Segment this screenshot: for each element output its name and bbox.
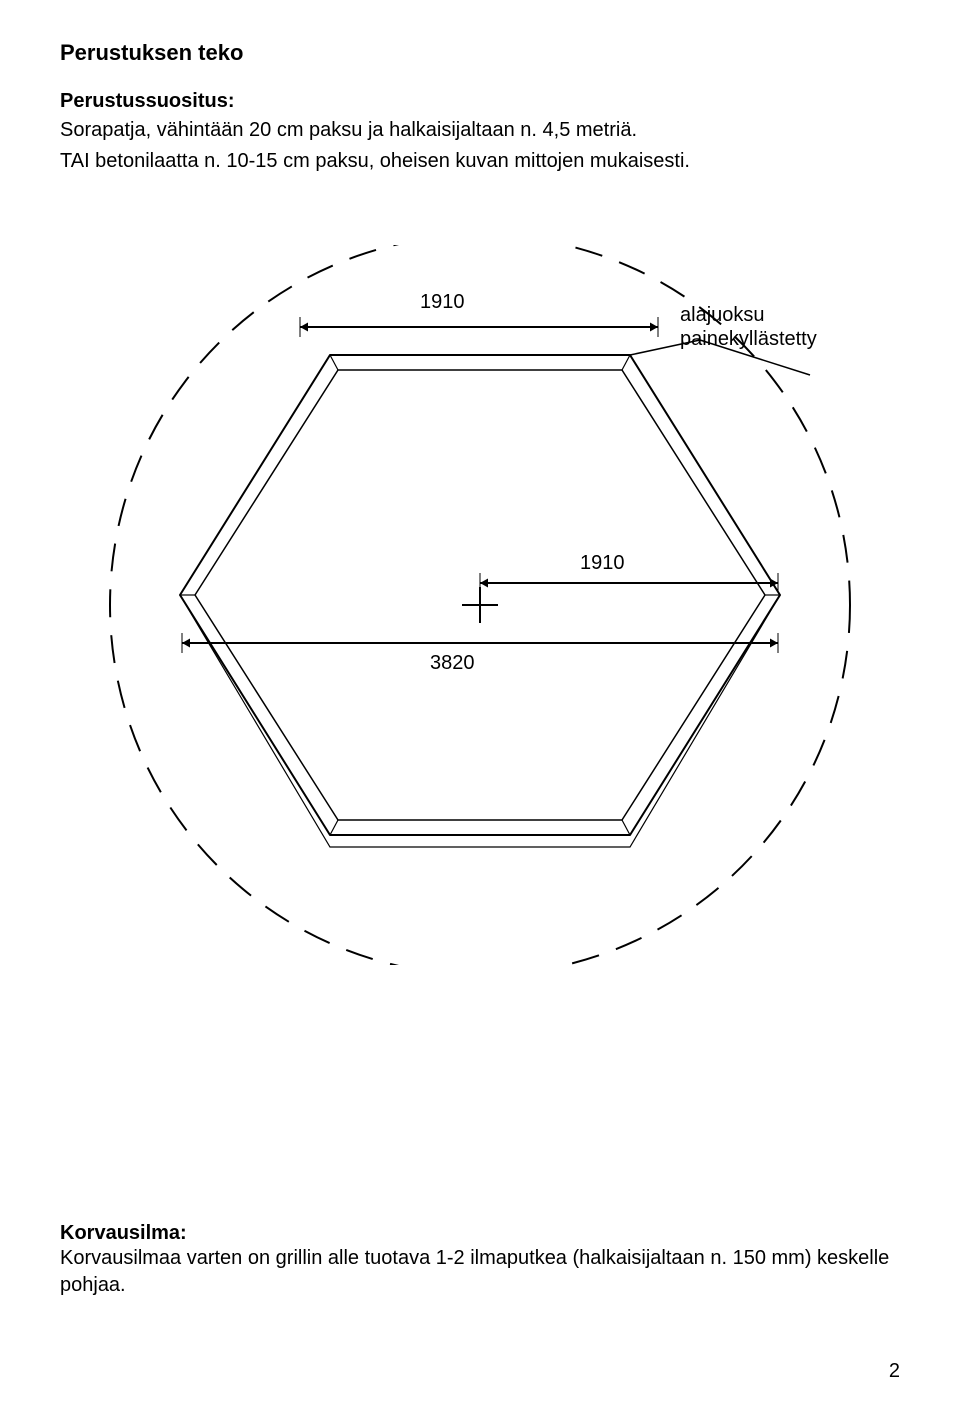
airflow-text: Korvausilmaa varten on grillin alle tuot… bbox=[60, 1245, 900, 1299]
callout-label: alajuoksu painekyllästetty bbox=[680, 303, 817, 351]
dimension-top-width: 1910 bbox=[420, 290, 465, 314]
page-title: Perustuksen teko bbox=[60, 40, 900, 66]
dimension-full-width: 3820 bbox=[430, 651, 475, 675]
recommendation-line-1: Sorapatja, vähintään 20 cm paksu ja halk… bbox=[60, 117, 900, 144]
callout-line-1: alajuoksu bbox=[680, 304, 765, 326]
airflow-heading: Korvausilma: bbox=[60, 1222, 187, 1244]
dimension-half-width: 1910 bbox=[580, 551, 625, 575]
page-number: 2 bbox=[889, 1360, 900, 1383]
callout-line-2: painekyllästetty bbox=[680, 328, 817, 350]
recommendation-heading: Perustussuositus: bbox=[60, 90, 900, 113]
airflow-section: Korvausilma: Korvausilmaa varten on gril… bbox=[60, 1222, 900, 1303]
foundation-diagram: 1910 alajuoksu painekyllästetty 1910 382… bbox=[60, 245, 900, 970]
recommendation-line-2: TAI betonilaatta n. 10-15 cm paksu, ohei… bbox=[60, 148, 900, 175]
